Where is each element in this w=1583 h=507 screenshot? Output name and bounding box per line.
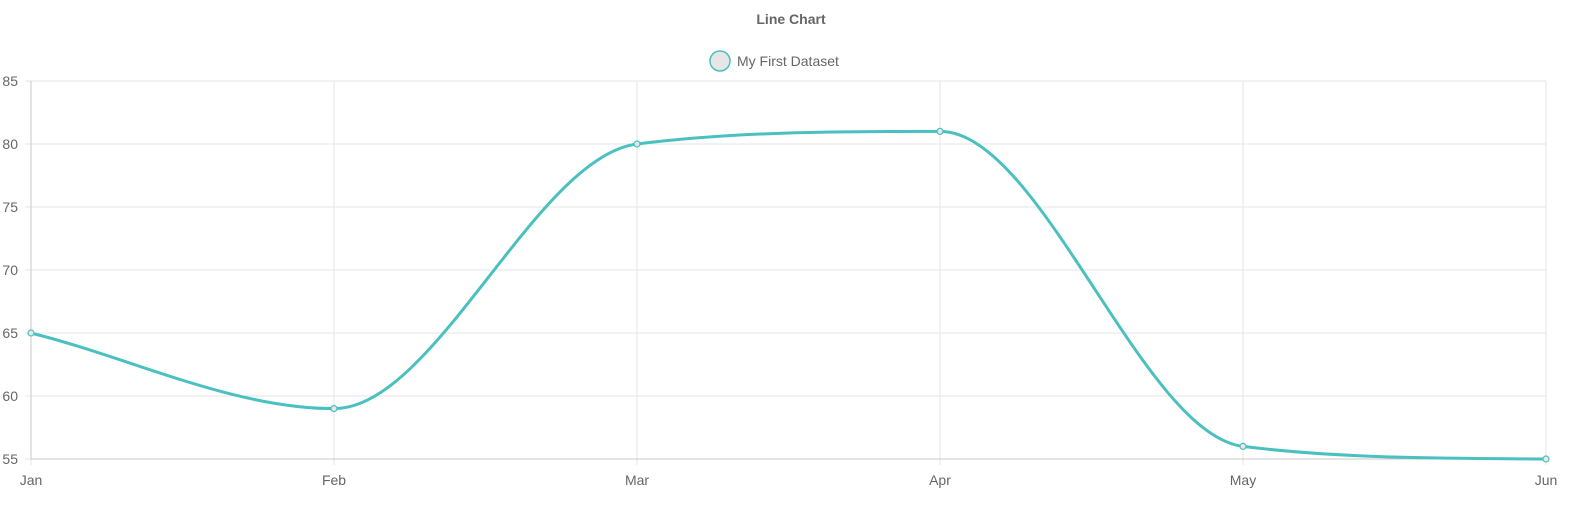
- series-layer: [29, 129, 1548, 461]
- x-tick-label: Mar: [625, 472, 649, 488]
- data-point[interactable]: [1239, 442, 1247, 450]
- x-axis-tick-labels: Jan Feb Mar Apr May Jun: [20, 472, 1558, 488]
- x-tick-label: Jun: [1535, 472, 1558, 488]
- point-layer: [27, 127, 1550, 463]
- data-point[interactable]: [633, 140, 641, 148]
- grid-layer: [25, 80, 1547, 465]
- series-line: [29, 129, 1548, 461]
- x-tick-label: Jan: [20, 472, 43, 488]
- y-tick-label: 80: [2, 136, 18, 152]
- legend[interactable]: My First Dataset: [709, 50, 839, 72]
- x-tick-label: May: [1230, 472, 1256, 488]
- axis-layer: [30, 81, 1546, 460]
- y-tick-label: 70: [2, 262, 18, 278]
- x-tick-label: Feb: [322, 472, 346, 488]
- y-tick-label: 60: [2, 388, 18, 404]
- data-point[interactable]: [27, 329, 35, 337]
- chart-title: Line Chart: [756, 11, 826, 27]
- data-point[interactable]: [936, 127, 944, 135]
- x-tick-label: Apr: [929, 472, 951, 488]
- y-tick-label: 55: [2, 451, 18, 467]
- y-tick-label: 75: [2, 199, 18, 215]
- y-tick-label: 65: [2, 325, 18, 341]
- data-point[interactable]: [1542, 455, 1550, 463]
- y-axis-tick-labels: 55 60 65 70 75 80 85: [2, 73, 18, 467]
- data-point[interactable]: [330, 405, 338, 413]
- legend-marker: [709, 50, 731, 72]
- legend-label-my-first-dataset[interactable]: My First Dataset: [737, 53, 839, 69]
- y-tick-label: 85: [2, 73, 18, 89]
